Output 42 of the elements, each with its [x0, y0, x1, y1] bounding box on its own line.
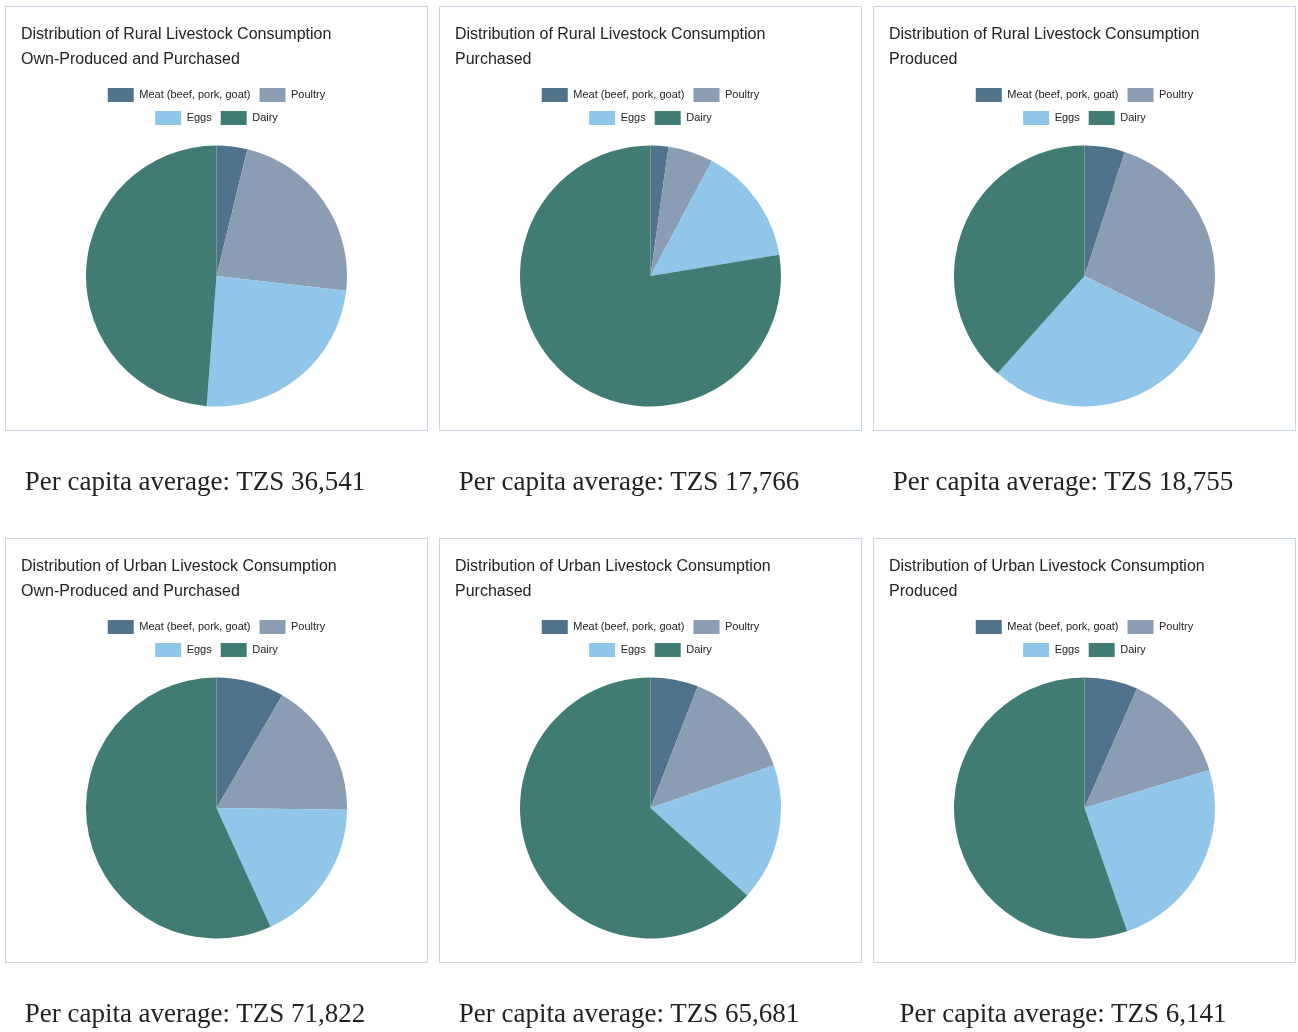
text: Per capita average: TZS 71,822 — [23, 998, 367, 1029]
legend-label: Eggs — [620, 643, 647, 656]
text: Per capita average: TZS 17,766 — [457, 466, 801, 497]
legend-label: Eggs — [186, 111, 213, 124]
chart-title: Distribution of Urban Livestock Consumption — [21, 556, 337, 576]
chart-subtitle: Produced — [889, 581, 959, 601]
legend-label: Meat (beef, pork, goat) — [1007, 88, 1119, 101]
legend-label: Poultry — [291, 88, 326, 101]
legend-label: Dairy — [1120, 111, 1147, 124]
legend-label: Eggs — [186, 643, 213, 656]
legend-label: Meat (beef, pork, goat) — [139, 620, 251, 633]
legend-label: Dairy — [252, 643, 279, 656]
legend-label: Eggs — [620, 111, 647, 124]
chart-subtitle: Own-Produced and Purchased — [21, 49, 241, 69]
chart-title: Distribution of Rural Livestock Consumption — [21, 24, 332, 44]
legend-label: Eggs — [1054, 643, 1081, 656]
legend-label: Meat (beef, pork, goat) — [573, 620, 685, 633]
text: Per capita average: TZS 36,541 — [23, 466, 367, 497]
legend-label: Poultry — [1159, 88, 1194, 101]
chart-title: Distribution of Rural Livestock Consumption — [889, 24, 1200, 44]
legend-label: Meat (beef, pork, goat) — [573, 88, 685, 101]
chart-title: Distribution of Rural Livestock Consumption — [455, 24, 766, 44]
legend-label: Dairy — [686, 643, 713, 656]
chart-subtitle: Purchased — [455, 581, 533, 601]
chart-title: Distribution of Urban Livestock Consumption — [455, 556, 771, 576]
text: Per capita average: TZS 65,681 — [457, 998, 801, 1029]
legend-label: Meat (beef, pork, goat) — [1007, 620, 1119, 633]
text: Per capita average: TZS 18,755 — [891, 466, 1235, 497]
text: Per capita average: TZS 6,141 — [898, 998, 1228, 1029]
legend-label: Meat (beef, pork, goat) — [139, 88, 251, 101]
legend-label: Eggs — [1054, 111, 1081, 124]
chart-subtitle: Own-Produced and Purchased — [21, 581, 241, 601]
legend-label: Poultry — [291, 620, 326, 633]
chart-subtitle: Produced — [889, 49, 959, 69]
legend-label: Poultry — [1159, 620, 1194, 633]
legend-label: Poultry — [725, 88, 760, 101]
chart-title: Distribution of Urban Livestock Consumption — [889, 556, 1205, 576]
legend-label: Dairy — [252, 111, 279, 124]
chart-subtitle: Purchased — [455, 49, 533, 69]
legend-label: Poultry — [725, 620, 760, 633]
legend-label: Dairy — [686, 111, 713, 124]
legend-label: Dairy — [1120, 643, 1147, 656]
